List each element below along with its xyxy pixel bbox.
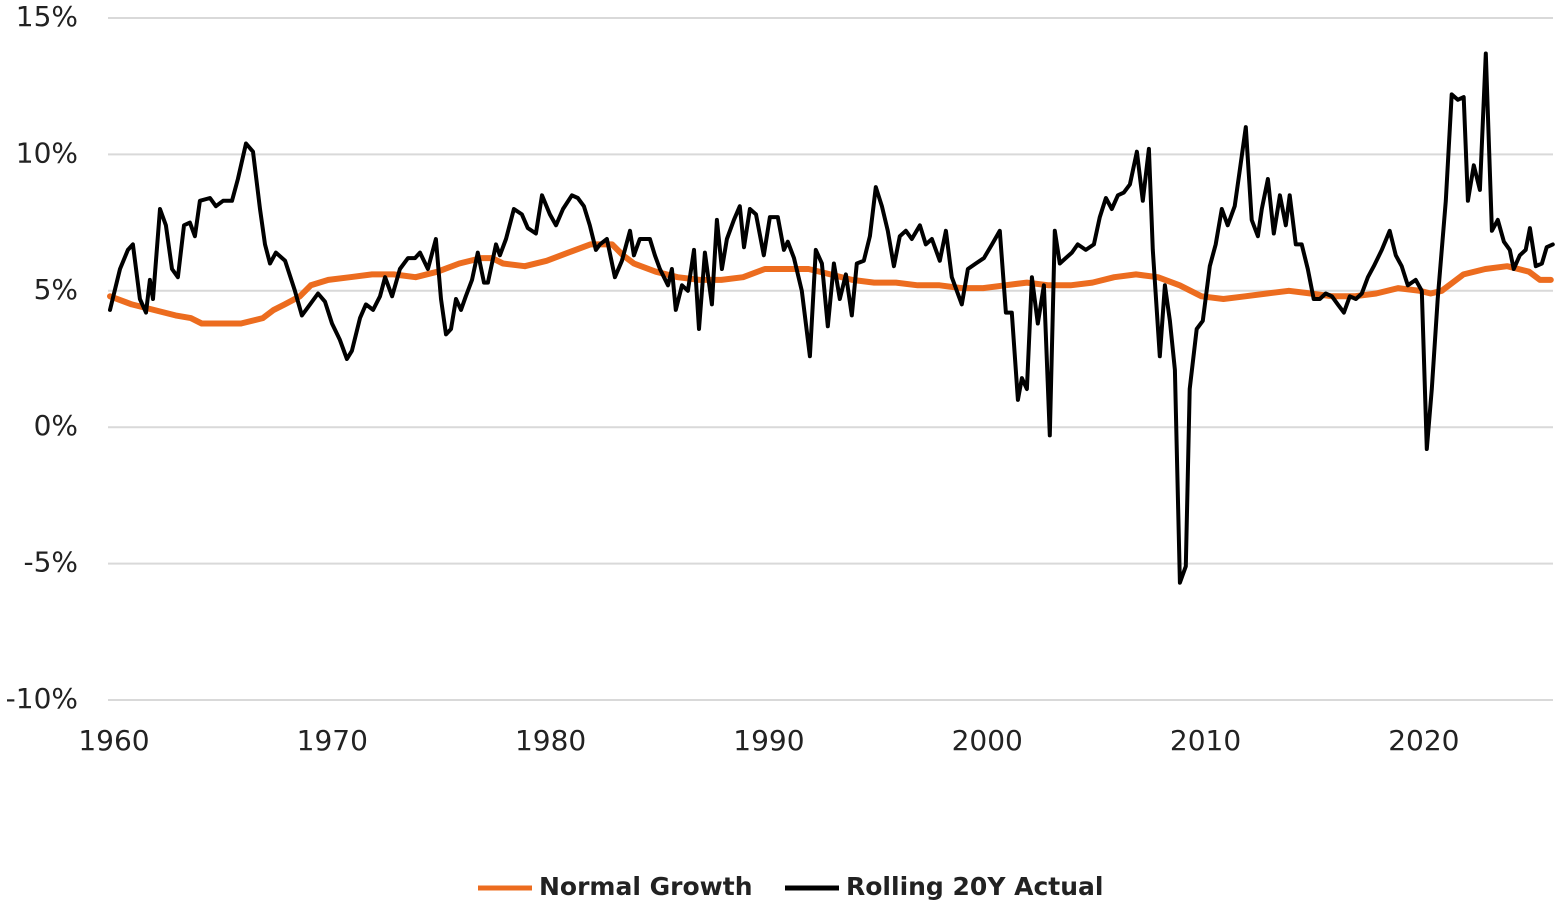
x-tick-label: 2010	[1170, 724, 1241, 757]
y-tick-label: 10%	[16, 136, 78, 169]
y-tick-label: 0%	[34, 409, 78, 442]
series-line	[107, 241, 1554, 327]
y-tick-label: 5%	[34, 273, 78, 306]
x-tick-label: 2020	[1388, 724, 1459, 757]
y-tick-label: -5%	[23, 546, 78, 579]
y-tick-label: -10%	[6, 682, 78, 715]
x-tick-label: 1990	[733, 724, 804, 757]
x-tick-label: 2000	[952, 724, 1023, 757]
legend-label: Normal Growth	[539, 872, 753, 901]
y-tick-label: 15%	[16, 0, 78, 33]
x-tick-label: 1960	[78, 724, 149, 757]
x-tick-label: 1980	[515, 724, 586, 757]
legend-label: Rolling 20Y Actual	[846, 872, 1103, 901]
series-line	[108, 51, 1555, 585]
x-tick-label: 1970	[297, 724, 368, 757]
